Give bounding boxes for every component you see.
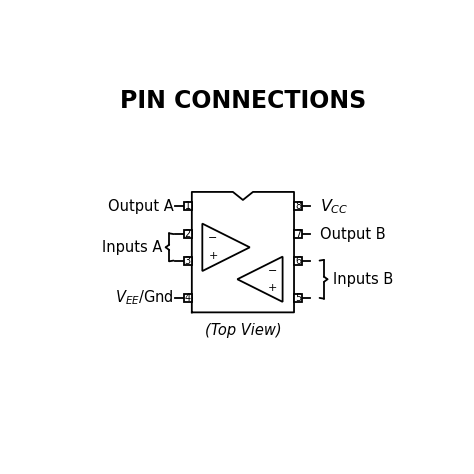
Text: 2: 2 xyxy=(185,229,191,239)
Polygon shape xyxy=(237,256,283,302)
Text: 3: 3 xyxy=(185,255,191,265)
Text: +: + xyxy=(208,251,218,261)
Bar xyxy=(184,202,192,210)
Bar xyxy=(184,294,192,302)
Text: 5: 5 xyxy=(295,293,301,303)
Text: Output A: Output A xyxy=(108,199,173,214)
Text: 6: 6 xyxy=(295,255,301,265)
Bar xyxy=(294,230,302,238)
Text: Inputs B: Inputs B xyxy=(333,272,394,287)
Bar xyxy=(184,256,192,264)
Text: +: + xyxy=(268,283,277,293)
Text: 1: 1 xyxy=(185,201,191,211)
Text: 4: 4 xyxy=(185,293,191,303)
Polygon shape xyxy=(192,192,294,312)
Bar xyxy=(294,294,302,302)
Text: $V_{CC}$: $V_{CC}$ xyxy=(320,197,349,216)
Polygon shape xyxy=(202,224,250,271)
Bar xyxy=(294,256,302,264)
Text: 7: 7 xyxy=(295,229,301,239)
Text: $V_{EE}$/Gnd: $V_{EE}$/Gnd xyxy=(115,289,173,307)
Text: PIN CONNECTIONS: PIN CONNECTIONS xyxy=(120,89,366,113)
Text: −: − xyxy=(208,233,218,243)
Text: Output B: Output B xyxy=(320,227,386,242)
Text: −: − xyxy=(268,265,277,276)
Text: Inputs A: Inputs A xyxy=(101,240,162,255)
Text: 8: 8 xyxy=(295,201,301,211)
Bar xyxy=(294,202,302,210)
Text: (Top View): (Top View) xyxy=(205,323,281,338)
Bar xyxy=(184,230,192,238)
